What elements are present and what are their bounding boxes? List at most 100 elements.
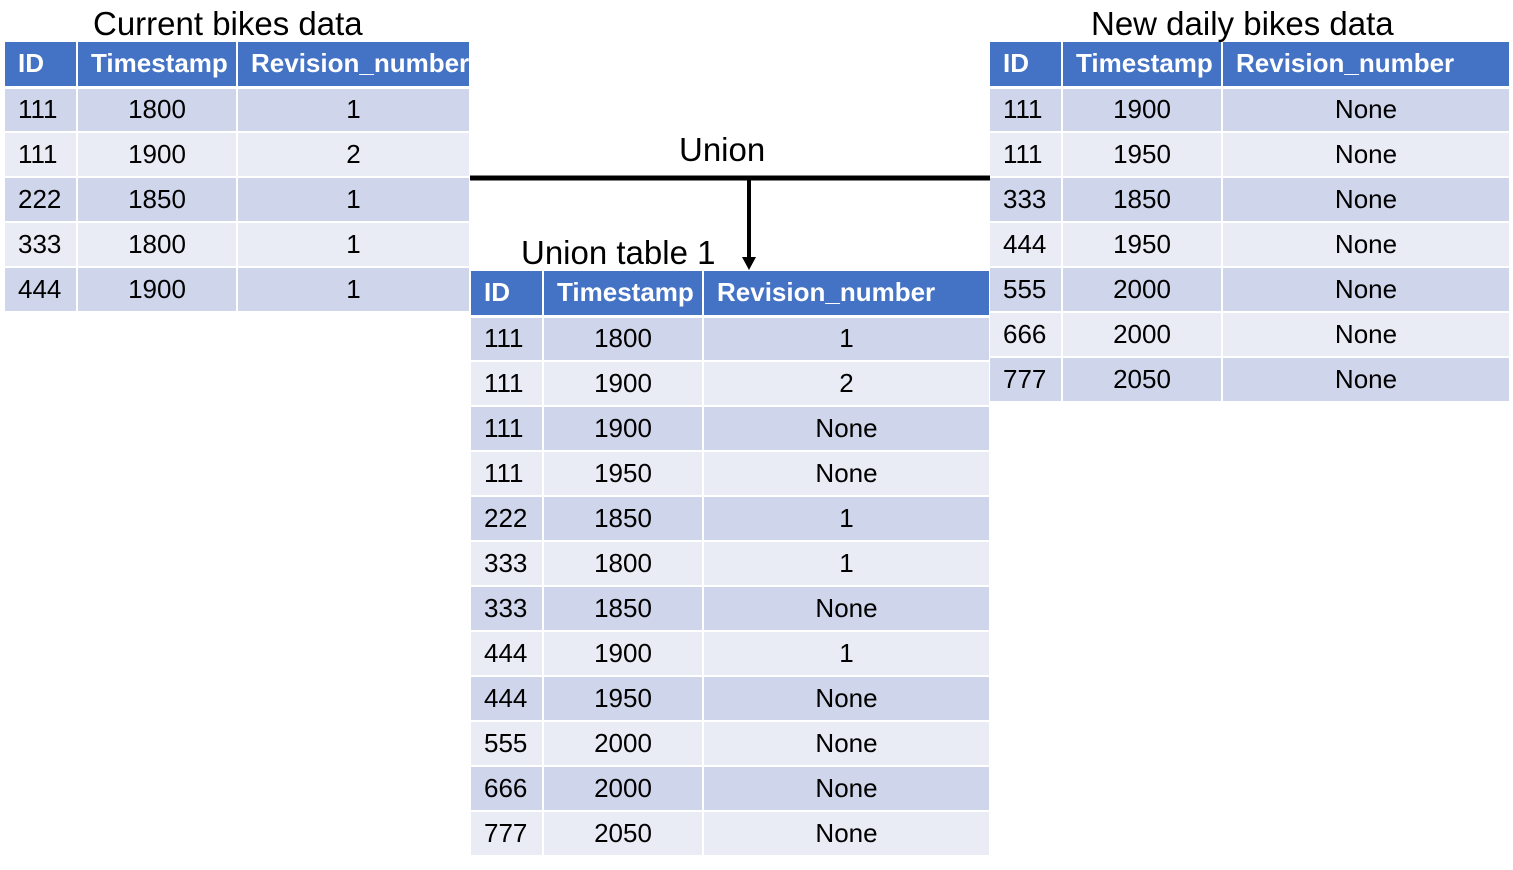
cell-timestamp: 2050 bbox=[543, 811, 704, 857]
cell-revision-number: 1 bbox=[703, 316, 989, 362]
table-row: 111 1900 2 bbox=[471, 361, 989, 407]
cell-timestamp: 2000 bbox=[543, 721, 704, 767]
cell-timestamp: 1800 bbox=[543, 541, 704, 587]
cell-revision-number: 2 bbox=[237, 132, 469, 178]
column-header-timestamp: Timestamp bbox=[1062, 42, 1223, 89]
cell-revision-number: None bbox=[703, 406, 989, 452]
cell-id: 111 bbox=[471, 406, 544, 452]
cell-revision-number: 1 bbox=[237, 267, 469, 313]
cell-id: 555 bbox=[990, 267, 1063, 313]
cell-revision-number: 1 bbox=[703, 541, 989, 587]
cell-id: 666 bbox=[990, 312, 1063, 358]
cell-revision-number: None bbox=[1222, 87, 1509, 133]
column-header-id: ID bbox=[471, 271, 544, 318]
cell-revision-number: None bbox=[703, 721, 989, 767]
table-row: 111 1900 2 bbox=[5, 132, 469, 178]
cell-id: 444 bbox=[990, 222, 1063, 268]
cell-id: 222 bbox=[5, 177, 78, 223]
cell-revision-number: None bbox=[1222, 312, 1509, 358]
cell-revision-number: 1 bbox=[237, 87, 469, 133]
cell-revision-number: None bbox=[1222, 132, 1509, 178]
cell-id: 444 bbox=[471, 631, 544, 677]
cell-timestamp: 1850 bbox=[543, 496, 704, 542]
cell-revision-number: 1 bbox=[703, 631, 989, 677]
cell-timestamp: 1900 bbox=[543, 406, 704, 452]
cell-timestamp: 1850 bbox=[1062, 177, 1223, 223]
cell-id: 444 bbox=[5, 267, 78, 313]
table-row: 222 1850 1 bbox=[5, 177, 469, 223]
current-bikes-table: ID Timestamp Revision_number 111 1800 1 111… bbox=[5, 42, 469, 313]
table-header-row: ID Timestamp Revision_number bbox=[471, 271, 989, 318]
cell-timestamp: 1950 bbox=[543, 451, 704, 497]
cell-revision-number: None bbox=[703, 676, 989, 722]
cell-timestamp: 1900 bbox=[77, 132, 238, 178]
cell-timestamp: 2000 bbox=[1062, 267, 1223, 313]
current-table-caption: Current bikes data bbox=[93, 5, 363, 42]
table-row: 111 1950 None bbox=[471, 451, 989, 497]
current-bikes-rows: 111 1800 1 111 1900 2 222 1850 1 333 1800 1 444 1900 1 bbox=[5, 87, 469, 313]
cell-timestamp: 1900 bbox=[1062, 87, 1223, 133]
cell-id: 111 bbox=[990, 87, 1063, 133]
cell-id: 333 bbox=[471, 541, 544, 587]
cell-timestamp: 1900 bbox=[77, 267, 238, 313]
cell-revision-number: None bbox=[703, 766, 989, 812]
new-daily-bikes-table: ID Timestamp Revision_number 111 1900 None… bbox=[990, 42, 1509, 403]
table-row: 333 1800 1 bbox=[5, 222, 469, 268]
cell-revision-number: 1 bbox=[237, 222, 469, 268]
table-row: 555 2000 None bbox=[990, 267, 1509, 313]
table-row: 777 2050 None bbox=[990, 357, 1509, 403]
cell-id: 111 bbox=[990, 132, 1063, 178]
table-row: 666 2000 None bbox=[471, 766, 989, 812]
cell-id: 333 bbox=[471, 586, 544, 632]
cell-id: 111 bbox=[471, 316, 544, 362]
cell-id: 666 bbox=[471, 766, 544, 812]
table-row: 444 1900 1 bbox=[5, 267, 469, 313]
column-header-id: ID bbox=[990, 42, 1063, 89]
table-row: 111 1900 None bbox=[990, 87, 1509, 133]
cell-timestamp: 2050 bbox=[1062, 357, 1223, 403]
cell-timestamp: 1800 bbox=[77, 222, 238, 268]
cell-revision-number: None bbox=[703, 586, 989, 632]
cell-revision-number: None bbox=[1222, 177, 1509, 223]
cell-revision-number: None bbox=[1222, 357, 1509, 403]
union-operation-label: Union bbox=[679, 131, 766, 168]
table-row: 111 1900 None bbox=[471, 406, 989, 452]
column-header-timestamp: Timestamp bbox=[543, 271, 704, 318]
cell-revision-number: None bbox=[1222, 267, 1509, 313]
cell-timestamp: 2000 bbox=[1062, 312, 1223, 358]
cell-timestamp: 1900 bbox=[543, 361, 704, 407]
cell-id: 777 bbox=[471, 811, 544, 857]
table-row: 111 1800 1 bbox=[471, 316, 989, 362]
union-table-rows: 111 1800 1 111 1900 2 111 1900 None 111 1950 None 22… bbox=[471, 316, 989, 857]
table-row: 444 1900 1 bbox=[471, 631, 989, 677]
column-header-revision-number: Revision_number bbox=[703, 271, 989, 318]
table-row: 111 1950 None bbox=[990, 132, 1509, 178]
table-row: 666 2000 None bbox=[990, 312, 1509, 358]
table-header-row: ID Timestamp Revision_number bbox=[990, 42, 1509, 89]
table-row: 444 1950 None bbox=[990, 222, 1509, 268]
table-row: 555 2000 None bbox=[471, 721, 989, 767]
cell-id: 111 bbox=[5, 87, 78, 133]
cell-timestamp: 1950 bbox=[1062, 132, 1223, 178]
column-header-revision-number: Revision_number bbox=[237, 42, 469, 89]
cell-timestamp: 1850 bbox=[77, 177, 238, 223]
cell-timestamp: 2000 bbox=[543, 766, 704, 812]
cell-revision-number: None bbox=[1222, 222, 1509, 268]
cell-timestamp: 1800 bbox=[543, 316, 704, 362]
cell-revision-number: 1 bbox=[237, 177, 469, 223]
table-header-row: ID Timestamp Revision_number bbox=[5, 42, 469, 89]
table-row: 222 1850 1 bbox=[471, 496, 989, 542]
table-row: 444 1950 None bbox=[471, 676, 989, 722]
new-daily-bikes-rows: 111 1900 None 111 1950 None 333 1850 None 444 1950… bbox=[990, 87, 1509, 403]
cell-id: 555 bbox=[471, 721, 544, 767]
union-table-caption: Union table 1 bbox=[521, 234, 716, 271]
cell-id: 777 bbox=[990, 357, 1063, 403]
cell-id: 111 bbox=[471, 361, 544, 407]
new-daily-table-caption: New daily bikes data bbox=[1091, 5, 1394, 42]
cell-revision-number: None bbox=[703, 451, 989, 497]
union-table-1: ID Timestamp Revision_number 111 1800 1 111… bbox=[471, 271, 989, 857]
table-row: 333 1850 None bbox=[990, 177, 1509, 223]
table-row: 333 1800 1 bbox=[471, 541, 989, 587]
cell-timestamp: 1950 bbox=[543, 676, 704, 722]
cell-id: 111 bbox=[5, 132, 78, 178]
